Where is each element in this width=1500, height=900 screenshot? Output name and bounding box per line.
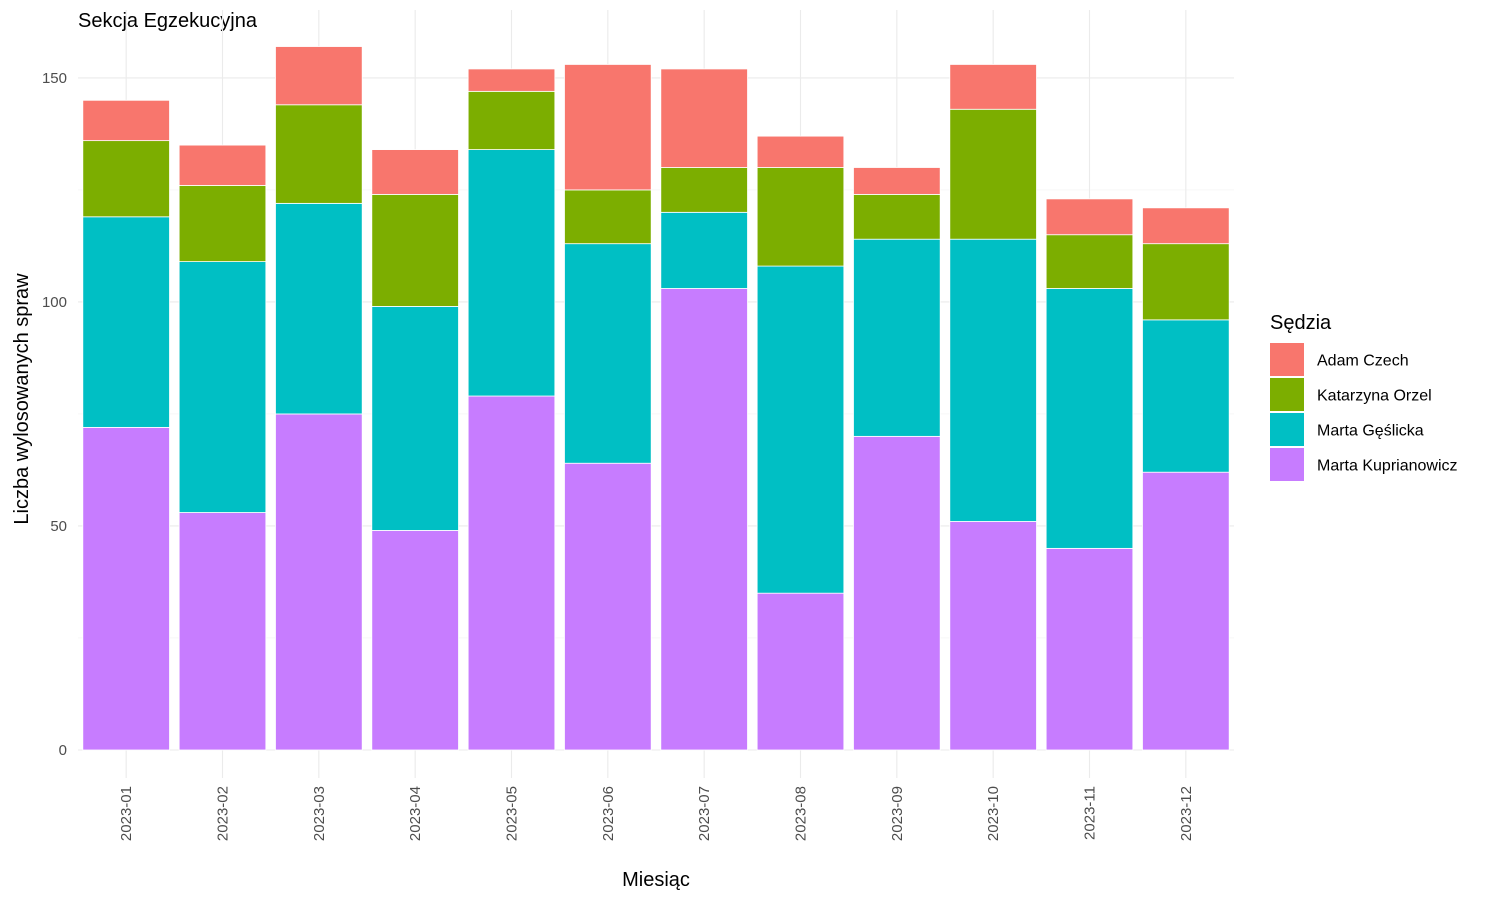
- x-tick-label: 2023-09: [889, 786, 906, 841]
- bar-segment: [949, 238, 1037, 522]
- legend-label: Marta Kuprianowicz: [1317, 458, 1458, 475]
- bar-segment: [853, 193, 941, 240]
- bar-segment: [853, 238, 941, 437]
- x-tick-label: 2023-01: [118, 786, 135, 841]
- x-tick-label: 2023-12: [1178, 786, 1195, 841]
- bar-segment: [275, 46, 363, 106]
- bar-segment: [564, 189, 652, 245]
- bar-segment: [756, 592, 845, 751]
- bar-segment: [1045, 234, 1134, 289]
- bar-segment: [949, 521, 1037, 751]
- x-tick-label: 2023-06: [600, 786, 617, 841]
- bar-segment: [564, 462, 652, 751]
- bar-segment: [467, 149, 556, 397]
- bar-segment: [1045, 198, 1134, 236]
- bar-segment: [371, 530, 459, 751]
- bar-segment: [371, 193, 459, 307]
- x-tick-label: 2023-10: [985, 786, 1002, 841]
- legend-key: [1270, 413, 1304, 446]
- bar-segment: [660, 68, 748, 168]
- x-tick-label: 2023-07: [696, 786, 713, 841]
- bar-segment: [853, 435, 941, 751]
- bar-segment: [1142, 243, 1230, 321]
- legend-label: Marta Gęślicka: [1317, 423, 1424, 440]
- x-tick-label: 2023-05: [504, 786, 521, 841]
- bar-segment: [660, 167, 748, 213]
- legend-key: [1270, 378, 1304, 411]
- bar-segment: [660, 211, 748, 289]
- bar-segment: [564, 243, 652, 464]
- bar-segment: [275, 413, 363, 751]
- bar-segment: [82, 426, 170, 751]
- bar-segment: [1142, 319, 1230, 473]
- bar-segment: [756, 167, 845, 267]
- bar-segment: [371, 149, 459, 195]
- bar-segment: [853, 167, 941, 195]
- legend-key: [1270, 448, 1304, 481]
- bar-segment: [178, 261, 267, 513]
- bar-segment: [371, 306, 459, 531]
- bar-segment: [82, 99, 170, 142]
- y-tick-label: 150: [42, 70, 67, 87]
- bar-segment: [1142, 207, 1230, 245]
- legend: Sędzia Adam Czech Katarzyna Orzel Marta Gę…: [1270, 312, 1458, 481]
- x-axis-title: Miesiąc: [622, 869, 690, 891]
- bar-segment: [564, 64, 652, 191]
- bar-segment: [178, 185, 267, 263]
- bar-segment: [178, 512, 267, 751]
- x-tick-label: 2023-08: [793, 786, 810, 841]
- y-tick-label: 50: [50, 518, 67, 535]
- bar-segment: [1045, 547, 1134, 751]
- legend-title: Sędzia: [1270, 312, 1332, 334]
- bar-segment: [275, 202, 363, 415]
- bar-segment: [178, 144, 267, 186]
- bar-segment: [82, 216, 170, 428]
- bars: [82, 46, 1230, 751]
- bar-segment: [467, 68, 556, 92]
- bar-segment: [756, 265, 845, 594]
- chart-title: Sekcja Egzekucyjna: [78, 10, 258, 32]
- y-axis-title: Liczba wylosowanych spraw: [11, 273, 33, 525]
- x-tick-label: 2023-04: [407, 786, 424, 841]
- legend-label: Adam Czech: [1317, 353, 1409, 370]
- bar-segment: [1045, 288, 1134, 549]
- bar-segment: [1142, 471, 1230, 751]
- x-tick-label: 2023-03: [311, 786, 328, 841]
- y-axis-ticks: 0 50 100 150: [42, 70, 67, 759]
- x-tick-label: 2023-02: [215, 786, 232, 841]
- x-tick-label: 2023-11: [1082, 786, 1099, 840]
- bar-segment: [275, 104, 363, 204]
- bar-segment: [949, 64, 1037, 110]
- legend-key: [1270, 343, 1304, 376]
- bar-segment: [82, 140, 170, 218]
- bar-segment: [756, 135, 845, 168]
- y-tick-label: 0: [59, 742, 67, 759]
- bar-segment: [467, 395, 556, 751]
- bar-segment: [467, 90, 556, 150]
- y-tick-label: 100: [42, 294, 67, 311]
- legend-label: Katarzyna Orzel: [1317, 388, 1432, 405]
- bar-segment: [660, 288, 748, 751]
- x-axis-ticks: 2023-01 2023-02 2023-03 2023-04 2023-05 2023-…: [118, 786, 1195, 841]
- bar-segment: [949, 108, 1037, 240]
